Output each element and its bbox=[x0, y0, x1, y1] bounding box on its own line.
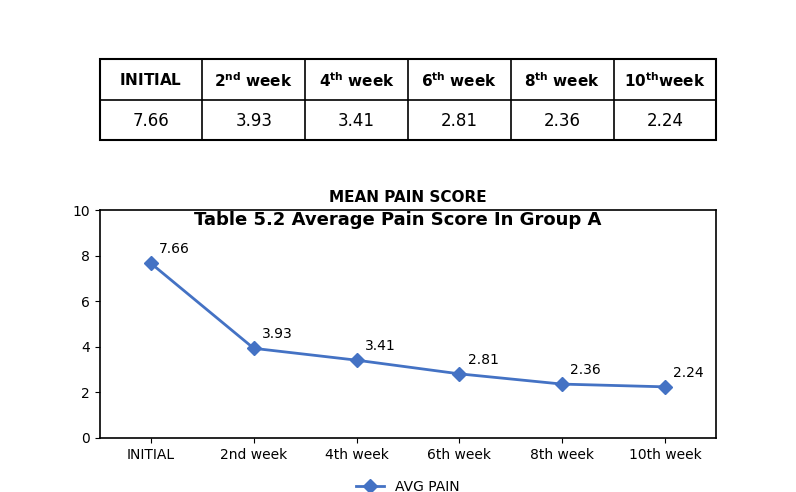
Text: 3.93: 3.93 bbox=[262, 327, 293, 341]
Text: 2.36: 2.36 bbox=[571, 363, 601, 377]
AVG PAIN bbox=[660, 384, 669, 390]
Text: 3.93: 3.93 bbox=[236, 112, 272, 130]
AVG PAIN bbox=[249, 345, 259, 351]
AVG PAIN bbox=[557, 381, 567, 387]
Text: 7.66: 7.66 bbox=[159, 242, 190, 256]
AVG PAIN bbox=[146, 260, 156, 266]
Text: 2.81: 2.81 bbox=[467, 353, 498, 367]
Text: 3.41: 3.41 bbox=[338, 112, 375, 130]
Text: Table 5.2 Average Pain Score In Group A: Table 5.2 Average Pain Score In Group A bbox=[194, 211, 602, 229]
Text: $\bf{6^{th}\ week}$: $\bf{6^{th}\ week}$ bbox=[421, 71, 498, 90]
Text: $\bf{4^{th}\ week}$: $\bf{4^{th}\ week}$ bbox=[318, 71, 395, 90]
Legend: AVG PAIN: AVG PAIN bbox=[350, 474, 466, 492]
Text: 2.24: 2.24 bbox=[646, 112, 684, 130]
Line: AVG PAIN: AVG PAIN bbox=[146, 258, 670, 392]
Text: 3.41: 3.41 bbox=[365, 339, 396, 353]
Text: $\bf{2^{nd}\ week}$: $\bf{2^{nd}\ week}$ bbox=[214, 71, 293, 90]
Text: $\bf{8^{th}\ week}$: $\bf{8^{th}\ week}$ bbox=[525, 71, 600, 90]
Text: 2.36: 2.36 bbox=[544, 112, 580, 130]
AVG PAIN bbox=[455, 371, 464, 377]
Text: 2.81: 2.81 bbox=[441, 112, 478, 130]
Text: $\bf{INITIAL}$: $\bf{INITIAL}$ bbox=[119, 72, 182, 88]
Text: 2.24: 2.24 bbox=[673, 366, 704, 379]
AVG PAIN bbox=[352, 357, 361, 363]
Text: $\bf{10^{th}week}$: $\bf{10^{th}week}$ bbox=[624, 71, 706, 90]
Text: MEAN PAIN SCORE: MEAN PAIN SCORE bbox=[329, 190, 487, 206]
Text: 7.66: 7.66 bbox=[132, 112, 170, 130]
